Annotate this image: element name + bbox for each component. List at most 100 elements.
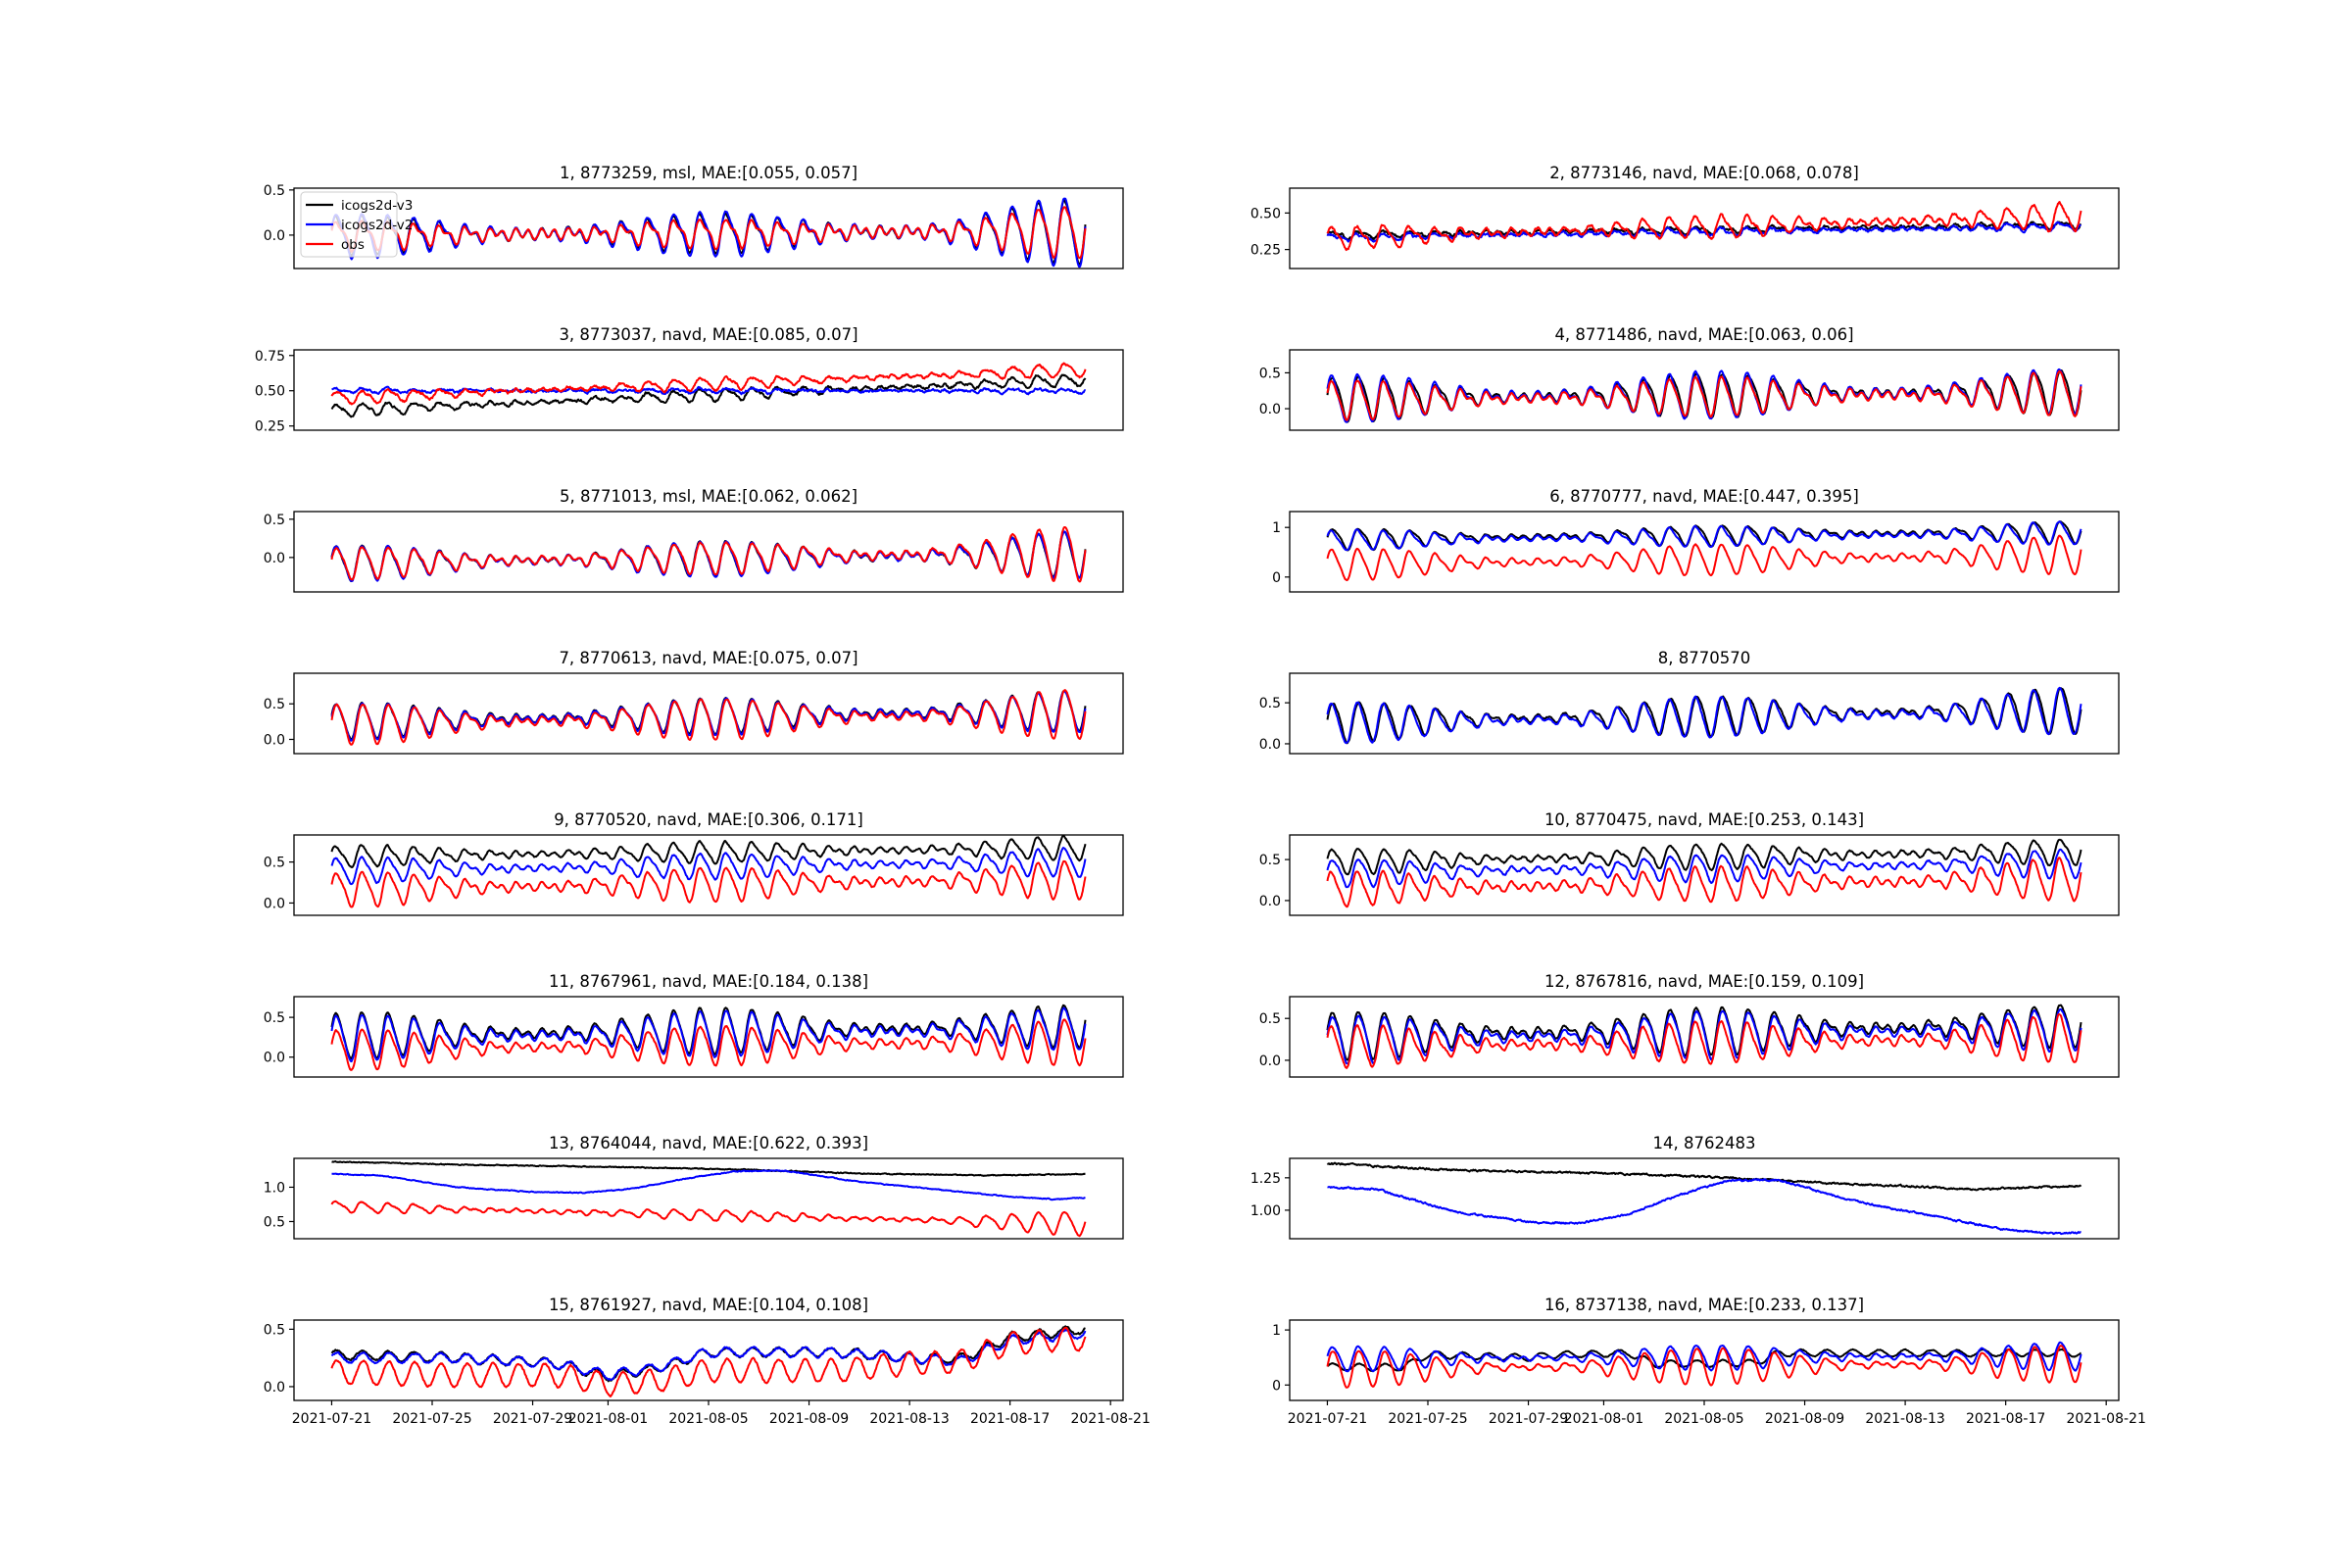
x-tick-label: 2021-07-21	[292, 1411, 371, 1427]
y-tick-label: 0.0	[1259, 737, 1281, 753]
axes-frame	[293, 1157, 1124, 1240]
series-line-obs	[330, 206, 1087, 260]
subplot-title: 2, 8773146, navd, MAE:[0.068, 0.078]	[1549, 164, 1859, 182]
y-tick-label: 0.5	[264, 856, 285, 871]
y-tick-label: 0.5	[264, 513, 285, 528]
subplot-title: 10, 8770475, navd, MAE:[0.253, 0.143]	[1544, 810, 1864, 829]
subplot-1: 1, 8773259, msl, MAE:[0.055, 0.057] 0.0 0.…	[264, 164, 1124, 270]
y-tick-label: 1.0	[264, 1180, 285, 1196]
subplot-10: 10, 8770475, navd, MAE:[0.253, 0.143] 0.0…	[1259, 810, 2120, 916]
series-line-icogs2d-v3	[330, 835, 1087, 868]
series-line-icogs2d-v2	[330, 1006, 1087, 1063]
subplot-title: 3, 8773037, navd, MAE:[0.085, 0.07]	[559, 325, 858, 344]
y-tick-label: 0.0	[1259, 1054, 1281, 1069]
plot-area	[330, 526, 1087, 583]
y-tick-label: 0.5	[1259, 853, 1281, 868]
axes-frame	[293, 996, 1124, 1078]
series-line-icogs2d-v2	[1326, 1341, 2082, 1373]
series-line-obs	[1326, 201, 2082, 252]
x-tick-label: 2021-07-29	[493, 1411, 572, 1427]
y-tick-label: 0.5	[1259, 366, 1281, 381]
plot-area	[330, 835, 1087, 908]
y-tick-label: 0.25	[1250, 243, 1281, 259]
series-line-obs	[330, 526, 1087, 583]
series-line-obs	[330, 1326, 1087, 1397]
series-line-icogs2d-v2	[330, 847, 1087, 886]
subplot-title: 15, 8761927, navd, MAE:[0.104, 0.108]	[549, 1296, 868, 1314]
y-tick-label: 0.0	[264, 1380, 285, 1396]
axes-frame	[293, 672, 1124, 755]
legend-box	[300, 191, 398, 258]
subplot-title: 6, 8770777, navd, MAE:[0.447, 0.395]	[1549, 487, 1859, 506]
axes-frame	[1289, 996, 2120, 1078]
plot-area	[1326, 520, 2082, 582]
y-tick-label: 0.5	[1259, 696, 1281, 711]
y-tick-label: 0.5	[264, 1322, 285, 1338]
axes-frame	[293, 349, 1124, 431]
plot-area	[330, 1325, 1087, 1397]
series-line-obs	[1326, 1345, 2082, 1389]
subplot-title: 8, 8770570	[1658, 649, 1750, 667]
x-tick-label: 2021-08-13	[1865, 1411, 1944, 1427]
y-tick-label: 0.0	[264, 228, 285, 244]
y-tick-label: 0.5	[264, 1214, 285, 1230]
series-line-icogs2d-v2	[330, 1328, 1087, 1381]
y-tick-label: 1	[1272, 520, 1281, 536]
subplot-title: 7, 8770613, navd, MAE:[0.075, 0.07]	[559, 649, 858, 667]
plot-area	[330, 362, 1087, 418]
legend-label: icogs2d-v2	[341, 218, 413, 233]
y-tick-label: 0.5	[264, 1010, 285, 1026]
x-tick-label: 2021-08-17	[1966, 1411, 2045, 1427]
x-tick-label: 2021-08-05	[668, 1411, 748, 1427]
subplot-5: 5, 8771013, msl, MAE:[0.062, 0.062] 0.0 0.…	[264, 487, 1124, 593]
axes-frame	[1289, 187, 2120, 270]
y-tick-label: 0.0	[264, 732, 285, 748]
subplot-title: 9, 8770520, navd, MAE:[0.306, 0.171]	[554, 810, 863, 829]
y-tick-label: 0	[1272, 1378, 1281, 1394]
series-line-icogs2d-v2	[331, 385, 1087, 396]
plot-area	[330, 1004, 1087, 1071]
series-line-icogs2d-v3	[331, 1160, 1086, 1177]
subplot-8: 8, 8770570 0.0 0.5	[1259, 649, 2120, 755]
axes-frame	[1289, 1157, 2120, 1240]
axes-frame	[293, 187, 1124, 270]
legend-label: icogs2d-v3	[341, 198, 413, 214]
subplot-15: 15, 8761927, navd, MAE:[0.104, 0.108] 0.0…	[264, 1296, 1151, 1427]
series-line-icogs2d-v2	[1326, 848, 2082, 889]
subplot-title: 1, 8773259, msl, MAE:[0.055, 0.057]	[560, 164, 858, 182]
subplot-3: 3, 8773037, navd, MAE:[0.085, 0.07] 0.25 0…	[255, 325, 1124, 435]
x-tick-label: 2021-08-05	[1664, 1411, 1743, 1427]
series-line-icogs2d-v3	[330, 373, 1087, 418]
y-tick-label: 0.25	[255, 419, 285, 435]
series-line-icogs2d-v3	[1326, 1161, 2082, 1192]
axes-frame	[1289, 349, 2120, 431]
subplot-title: 12, 8767816, navd, MAE:[0.159, 0.109]	[1544, 972, 1864, 991]
x-tick-label: 2021-08-21	[1070, 1411, 1150, 1427]
plot-area	[330, 1160, 1087, 1238]
series-line-icogs2d-v2	[1327, 1178, 2082, 1236]
subplot-title: 11, 8767961, navd, MAE:[0.184, 0.138]	[549, 972, 868, 991]
y-tick-label: 0.75	[255, 349, 285, 365]
subplot-4: 4, 8771486, navd, MAE:[0.063, 0.06] 0.0 0.…	[1259, 325, 2120, 431]
x-tick-label: 2021-08-01	[568, 1411, 648, 1427]
y-tick-label: 0.50	[1250, 206, 1281, 221]
x-tick-label: 2021-08-09	[769, 1411, 849, 1427]
series-line-icogs2d-v2	[331, 1169, 1086, 1201]
x-tick-label: 2021-07-29	[1489, 1411, 1568, 1427]
y-tick-label: 0.0	[1259, 402, 1281, 417]
x-tick-label: 2021-08-13	[869, 1411, 949, 1427]
subplot-7: 7, 8770613, navd, MAE:[0.075, 0.07] 0.0 0.…	[264, 649, 1124, 755]
series-line-obs	[330, 689, 1087, 746]
series-line-obs	[330, 859, 1087, 908]
x-tick-label: 2021-07-25	[1388, 1411, 1467, 1427]
plot-area	[330, 197, 1087, 269]
series-line-obs	[330, 362, 1087, 406]
x-tick-label: 2021-08-17	[970, 1411, 1050, 1427]
plot-area	[1326, 1161, 2082, 1236]
series-line-obs	[330, 1200, 1087, 1238]
series-line-icogs2d-v2	[1326, 686, 2082, 745]
x-tick-label: 2021-08-01	[1564, 1411, 1643, 1427]
series-line-obs	[1326, 857, 2082, 908]
